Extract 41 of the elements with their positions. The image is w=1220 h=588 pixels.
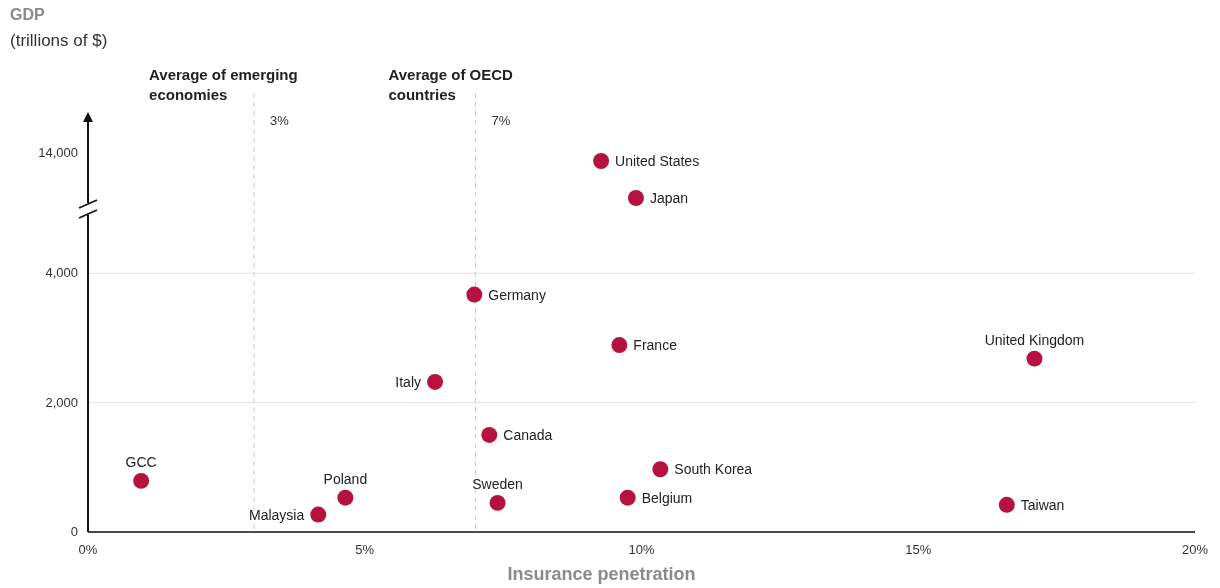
text: 3% — [270, 113, 290, 128]
point — [481, 427, 498, 443]
annotation: Taiwan — [1020, 496, 1065, 513]
point — [998, 496, 1015, 513]
annotation: United Kingdom — [984, 331, 1085, 348]
y-tick-label: 4,000 — [45, 265, 78, 281]
annotation: Poland — [323, 470, 368, 487]
annotation: France — [633, 337, 678, 354]
point — [466, 286, 483, 303]
point — [133, 472, 150, 489]
annotation: Malaysia — [249, 506, 305, 523]
x-tick-label: 10% — [628, 542, 655, 557]
annotation: Italy — [395, 373, 422, 390]
point — [427, 373, 444, 390]
text: 7% — [491, 113, 511, 128]
point — [489, 494, 506, 511]
annotation: Canada — [503, 426, 553, 443]
annotation: Belgium — [641, 489, 693, 506]
x-axis-title: Insurance penetration — [507, 564, 696, 584]
point — [310, 506, 327, 523]
annotation: Germany — [488, 286, 546, 303]
point — [619, 489, 636, 506]
x-tick-label: 0% — [78, 542, 98, 557]
text: 14,000 — [38, 145, 78, 160]
ref-line-label: Average of OECD countries — [388, 66, 514, 103]
point — [652, 461, 669, 478]
point — [337, 489, 354, 506]
y-axis-title: GDP (trillions of $) — [10, 6, 108, 50]
x-tick-label: 15% — [905, 542, 932, 557]
point — [611, 337, 628, 353]
annotation: GCC — [125, 453, 157, 470]
ref-line-label: Average of emerging economies — [149, 66, 298, 103]
y-tick-label: 2,000 — [45, 394, 78, 410]
point — [1026, 350, 1043, 367]
annotation: United States — [615, 153, 700, 169]
annotation: Sweden — [472, 475, 523, 492]
y-tick-label: 0 — [70, 524, 78, 539]
x-tick-label: 5% — [355, 542, 375, 557]
x-tick-label: 20% — [1181, 542, 1209, 557]
annotation: Japan — [649, 190, 689, 206]
annotation: South Korea — [674, 461, 753, 478]
